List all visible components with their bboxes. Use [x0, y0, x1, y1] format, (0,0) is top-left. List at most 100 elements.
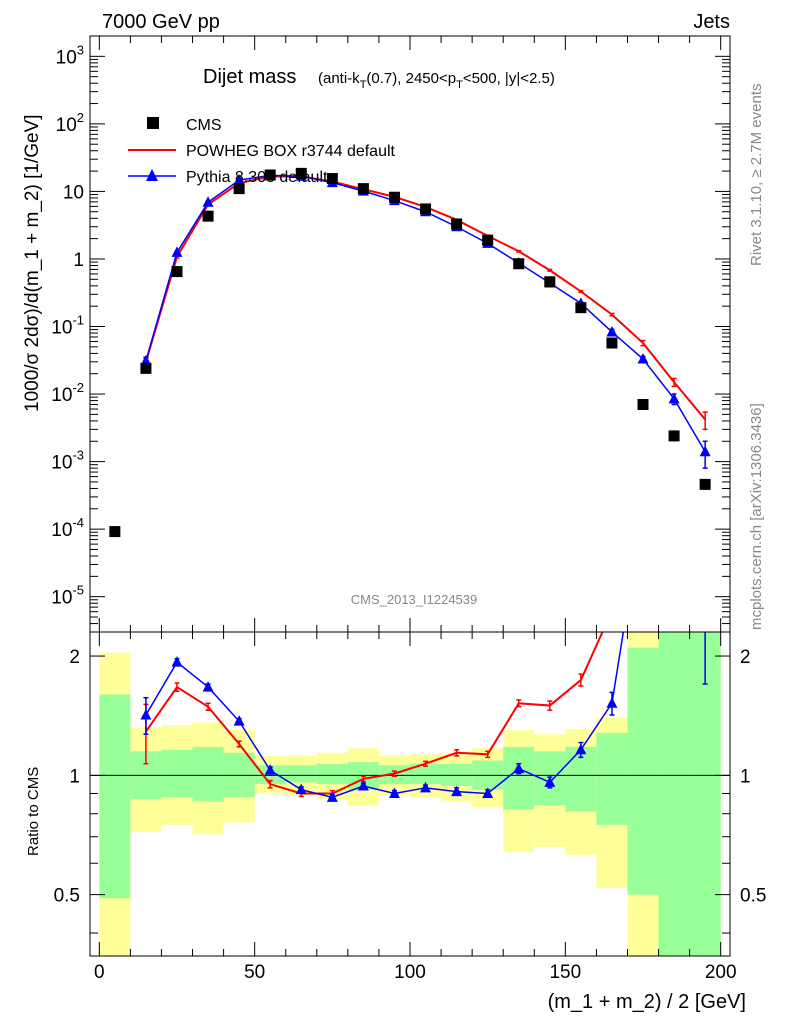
legend-marker-cms [147, 117, 159, 129]
legend-label-powheg: POWHEG BOX r3744 default [186, 143, 396, 160]
ratio-pythia-point [575, 743, 587, 755]
cms-point [295, 167, 307, 179]
cms-point [699, 478, 711, 490]
legend-label-pythia: Pythia 8.308 default [186, 169, 328, 186]
y-tick-label: 10-4 [51, 515, 84, 541]
cms-point [109, 526, 121, 538]
ratio-tick-label-right: 0.5 [740, 886, 766, 907]
ratio-bands [99, 632, 721, 956]
y-tick-label: 10-1 [51, 313, 84, 339]
ratio-pythia-point [482, 787, 494, 798]
ratio-band-green [503, 746, 535, 810]
y-tick-label: 102 [56, 110, 84, 136]
x-tick-label: 0 [94, 962, 105, 983]
cms-point [202, 210, 214, 222]
ratio-band-green [596, 732, 628, 825]
pythia-point [202, 196, 214, 207]
cms-point [171, 266, 183, 278]
y-tick-label: 1 [73, 250, 84, 271]
cms-point [388, 191, 400, 203]
y-tick-label: 10-3 [51, 448, 84, 474]
chart-title: Dijet mass [203, 66, 296, 88]
cms-point [326, 173, 338, 185]
x-axis-ticks: 0 50 100 150 200 [94, 36, 737, 983]
ratio-band-green [316, 763, 348, 785]
header-left: 7000 GeV pp [102, 11, 220, 33]
cms-point [544, 276, 556, 288]
ratio-pythia-point [357, 779, 369, 791]
x-axis-label: (m_1 + m_2) / 2 [GeV] [548, 991, 746, 1013]
pythia-point [233, 174, 245, 185]
ratio-band-green [658, 632, 690, 956]
ratio-axis-ticks: 0.5 0.5 1 1 2 2 [54, 647, 766, 934]
chart-subtitle: (anti-kT(0.7), 2450<pT<500, |y|<2.5) [318, 70, 555, 91]
ratio-band-green [161, 749, 193, 798]
legend-label-cms: CMS [186, 117, 222, 134]
y-tick-label: 103 [56, 42, 84, 68]
cms-point [637, 399, 649, 411]
x-tick-label: 50 [244, 962, 265, 983]
ratio-pythia-point [264, 764, 276, 775]
legend: CMS POWHEG BOX r3744 default Pythia 8.30… [128, 117, 396, 186]
ratio-pythia-point [171, 656, 183, 667]
main-series-layer [109, 167, 711, 538]
ratio-y-label: Ratio to CMS [25, 767, 42, 856]
cms-point [264, 169, 276, 181]
cms-point [668, 430, 680, 442]
ratio-band-green [192, 746, 224, 802]
pythia-point [140, 354, 152, 366]
legend-marker-pythia [146, 169, 158, 181]
ratio-band-green [689, 632, 721, 956]
ratio-band-green [285, 765, 317, 783]
pythia-point [606, 325, 618, 337]
ratio-pythia-point [451, 785, 463, 797]
ratio-band-green [410, 763, 442, 785]
cms-point [420, 203, 432, 215]
pythia-point [699, 445, 711, 457]
ratio-tick-label-right: 1 [740, 766, 751, 787]
ratio-pythia-point [544, 776, 556, 787]
cms-point [606, 337, 618, 349]
ratio-pythia-point [202, 681, 214, 692]
pythia-line [145, 174, 706, 453]
ratio-pythia-point [140, 708, 152, 720]
ratio-series-layer [90, 632, 730, 802]
ratio-pythia-point [606, 697, 618, 708]
analysis-id: CMS_2013_I1224539 [351, 592, 478, 607]
ratio-band-green [627, 647, 659, 895]
cms-point [140, 362, 152, 374]
y-tick-label: 10 [63, 182, 84, 203]
y-tick-label: 10-5 [51, 583, 84, 609]
pythia-point [668, 392, 680, 404]
ratio-tick-label-left: 1 [69, 766, 80, 787]
side-label-mcplots: mcplots.cern.ch [arXiv:1306.3436] [748, 403, 765, 630]
ratio-pythia-point [233, 715, 245, 726]
x-tick-label: 200 [705, 962, 737, 983]
cms-point [575, 302, 587, 314]
cms-point [233, 183, 245, 195]
ratio-pythia-point [388, 787, 400, 798]
pythia-point [171, 246, 183, 257]
ratio-pythia-point [326, 791, 338, 802]
x-tick-label: 100 [394, 962, 426, 983]
y-tick-label: 10-2 [51, 380, 84, 406]
ratio-panel: 0.5 0.5 1 1 2 2 [54, 631, 766, 957]
header-right: Jets [693, 11, 730, 33]
ratio-pythia-point [420, 781, 432, 793]
x-tick-label: 150 [549, 962, 581, 983]
ratio-tick-label-left: 0.5 [54, 886, 80, 907]
pythia-point [637, 353, 649, 364]
side-label-rivet: Rivet 3.1.10, ≥ 2.7M events [748, 84, 765, 267]
cms-point [513, 258, 525, 270]
ratio-band-green [99, 694, 131, 899]
ratio-pythia-point [513, 762, 525, 774]
cms-point [357, 183, 369, 195]
main-axis-ticks: 10-5 10-4 10-3 10-2 10-1 1 10 102 103 [51, 35, 730, 633]
ratio-tick-label-right: 2 [740, 647, 751, 668]
ratio-tick-label-left: 2 [69, 647, 80, 668]
main-panel: 10-5 10-4 10-3 10-2 10-1 1 10 102 103 [51, 35, 731, 633]
ratio-pythia-point [295, 783, 307, 795]
cms-point [482, 234, 494, 246]
y-axis-label: 1000/σ 2dσ)/d(m_1 + m_2) [1/GeV] [22, 114, 43, 412]
